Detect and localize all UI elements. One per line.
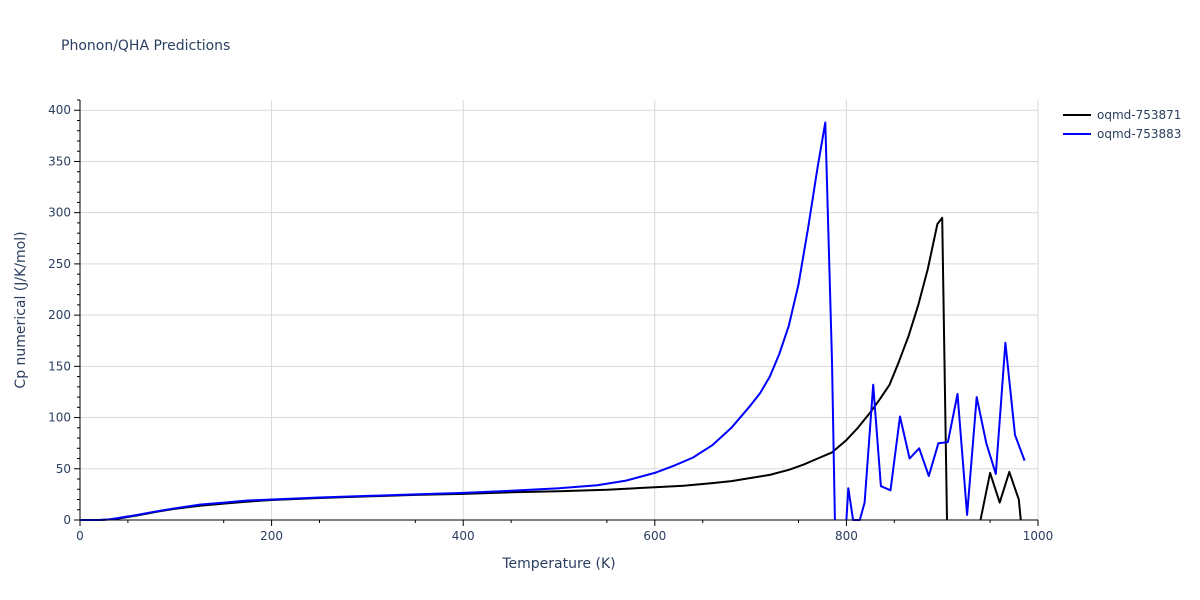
x-tick-label: 400 xyxy=(452,529,475,543)
axes: 0 200 400 600 800 1000 0 50 100 150 200 250 300 350 40… xyxy=(48,99,1054,543)
y-tick-label: 50 xyxy=(56,462,71,476)
legend-item-oqmd-753871[interactable]: oqmd-753871 xyxy=(1063,108,1181,122)
series-line-oqmd-753871-tail xyxy=(979,470,1022,521)
series-line-oqmd-753883-tail xyxy=(845,341,1026,521)
legend[interactable]: oqmd-753871 oqmd-753883 xyxy=(1063,108,1181,141)
y-axis-label: Cp numerical (J/K/mol) xyxy=(13,231,29,388)
legend-item-oqmd-753883[interactable]: oqmd-753883 xyxy=(1063,127,1181,141)
x-axis-label: Temperature (K) xyxy=(501,556,615,572)
series-line-oqmd-753883 xyxy=(80,121,836,521)
y-tick-label: 300 xyxy=(48,206,71,220)
y-tick-label: 350 xyxy=(48,154,71,168)
y-tick-label: 150 xyxy=(48,359,71,373)
x-tick-label: 0 xyxy=(76,529,84,543)
y-tick-label: 250 xyxy=(48,257,71,271)
y-tick-label: 200 xyxy=(48,308,71,322)
x-tick-label: 800 xyxy=(835,529,858,543)
y-tick-label: 0 xyxy=(63,513,71,527)
series-line-oqmd-753871 xyxy=(80,216,948,521)
y-tick-label: 400 xyxy=(48,103,71,117)
legend-label: oqmd-753871 xyxy=(1097,108,1181,122)
x-tick-label: 600 xyxy=(643,529,666,543)
y-tick-label: 100 xyxy=(48,411,71,425)
x-tick-label: 200 xyxy=(260,529,283,543)
chart-title: Phonon/QHA Predictions xyxy=(61,38,230,54)
grid xyxy=(80,100,1039,520)
legend-label: oqmd-753883 xyxy=(1097,127,1181,141)
x-tick-label: 1000 xyxy=(1023,529,1054,543)
series-lines xyxy=(80,121,1026,521)
